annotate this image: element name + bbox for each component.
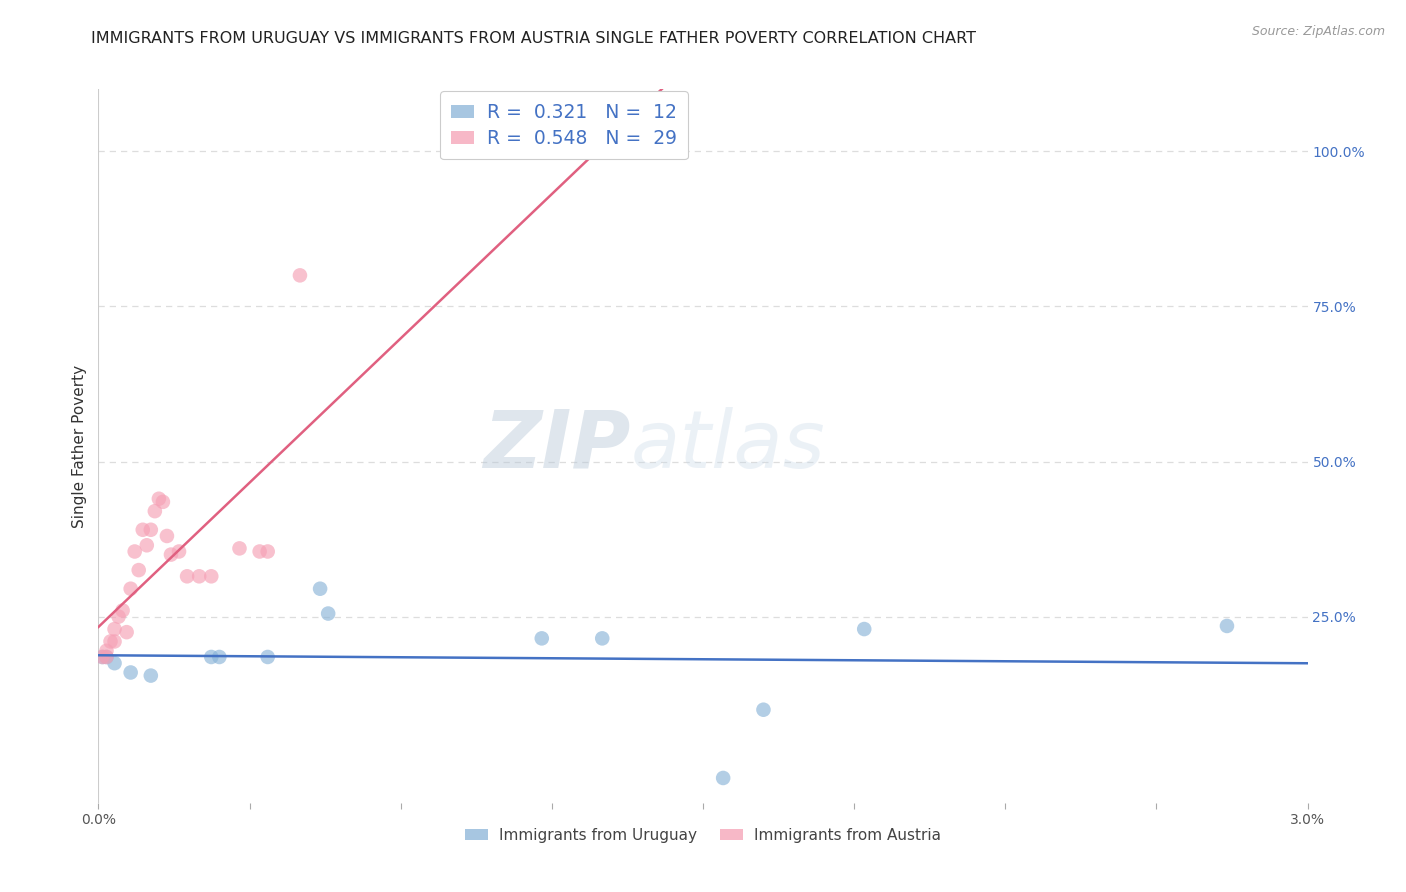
Point bbox=[139, 523, 162, 537]
Point bbox=[91, 650, 114, 665]
Point bbox=[200, 650, 222, 665]
Point bbox=[111, 603, 134, 617]
Y-axis label: Single Father Poverty: Single Father Poverty bbox=[72, 365, 87, 527]
Text: Source: ZipAtlas.com: Source: ZipAtlas.com bbox=[1251, 25, 1385, 38]
Point bbox=[135, 538, 157, 552]
Point bbox=[1216, 619, 1239, 633]
Point bbox=[103, 656, 125, 670]
Legend: Immigrants from Uruguay, Immigrants from Austria: Immigrants from Uruguay, Immigrants from… bbox=[460, 822, 946, 848]
Point bbox=[160, 548, 183, 562]
Point bbox=[139, 668, 162, 682]
Point bbox=[853, 622, 876, 636]
Point bbox=[152, 495, 174, 509]
Text: ZIP: ZIP bbox=[484, 407, 630, 485]
Point bbox=[530, 632, 553, 646]
Point bbox=[591, 632, 613, 646]
Point bbox=[115, 625, 138, 640]
Point bbox=[228, 541, 250, 556]
Point bbox=[188, 569, 211, 583]
Point bbox=[143, 504, 166, 518]
Point bbox=[591, 145, 613, 159]
Point bbox=[256, 544, 278, 558]
Point bbox=[120, 582, 142, 596]
Point bbox=[156, 529, 179, 543]
Point bbox=[128, 563, 150, 577]
Point bbox=[167, 544, 190, 558]
Point bbox=[91, 650, 114, 665]
Point bbox=[100, 634, 122, 648]
Point bbox=[249, 544, 271, 558]
Point bbox=[256, 650, 278, 665]
Point bbox=[200, 569, 222, 583]
Point bbox=[711, 771, 734, 785]
Point bbox=[103, 622, 125, 636]
Point bbox=[132, 523, 155, 537]
Point bbox=[309, 582, 332, 596]
Point bbox=[120, 665, 142, 680]
Point bbox=[208, 650, 231, 665]
Point bbox=[176, 569, 198, 583]
Point bbox=[752, 703, 775, 717]
Text: IMMIGRANTS FROM URUGUAY VS IMMIGRANTS FROM AUSTRIA SINGLE FATHER POVERTY CORRELA: IMMIGRANTS FROM URUGUAY VS IMMIGRANTS FR… bbox=[91, 31, 976, 46]
Point bbox=[288, 268, 311, 283]
Point bbox=[96, 644, 118, 658]
Point bbox=[316, 607, 339, 621]
Point bbox=[107, 609, 129, 624]
Text: atlas: atlas bbox=[630, 407, 825, 485]
Point bbox=[148, 491, 170, 506]
Point bbox=[96, 650, 118, 665]
Point bbox=[96, 650, 118, 665]
Point bbox=[124, 544, 146, 558]
Point bbox=[103, 634, 125, 648]
